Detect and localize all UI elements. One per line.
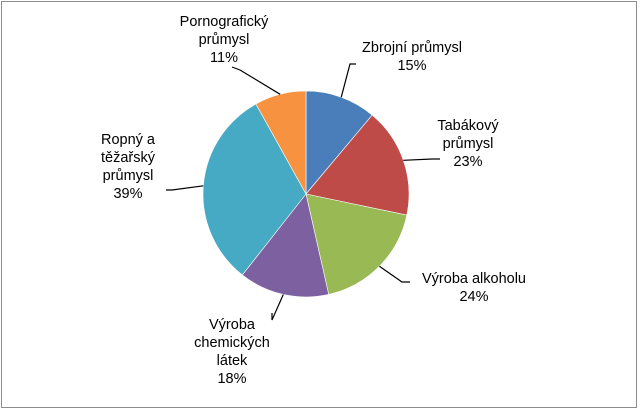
leader-line-4 [271, 294, 284, 321]
slice-name-line: chemických [194, 335, 270, 351]
slice-name-line: látek [217, 353, 248, 369]
slice-label-2: Tabákový průmysl 23% [437, 118, 499, 170]
slice-name-line: Výroba alkoholu [422, 271, 526, 287]
slice-name-line: průmysl [103, 168, 154, 184]
pie-slice-1 [305, 90, 373, 195]
leader-line-1 [340, 63, 356, 98]
slice-name-line: průmysl [199, 32, 250, 48]
slice-name-line: Ropný a [101, 132, 156, 148]
slice-name-line: Tabákový [437, 118, 499, 134]
slice-name-line: Pornografický [180, 14, 269, 30]
slice-label-3: Výroba alkoholu 24% [422, 271, 526, 305]
slice-percent: 18% [217, 371, 246, 387]
slice-percent: 11% [210, 50, 238, 66]
slice-name-line: těžařský [101, 150, 156, 166]
leader-line-5 [166, 185, 204, 191]
slice-name-line: průmysl [443, 136, 494, 152]
leader-line-2 [403, 158, 440, 161]
leader-line-3 [379, 265, 410, 283]
pie-slice-4 [241, 193, 330, 298]
slice-percent: 24% [459, 289, 488, 305]
slice-label-5: Ropný a těžařský průmysl 39% [101, 132, 156, 202]
leader-line-6 [231, 66, 281, 95]
slice-label-4: Výroba chemických látek 18% [194, 317, 270, 387]
slice-label-6: Pornografický průmysl 11% [180, 14, 269, 66]
pie-slice-5 [202, 103, 307, 276]
slice-percent: 39% [113, 186, 142, 202]
pie-slice-6 [255, 90, 307, 196]
slice-name-line: Zbrojní průmysl [362, 40, 462, 56]
slice-percent: 23% [453, 154, 482, 170]
slice-label-1: Zbrojní průmysl 15% [362, 40, 462, 74]
slice-name-line: Výroba [209, 317, 256, 333]
slice-percent: 15% [397, 58, 426, 74]
